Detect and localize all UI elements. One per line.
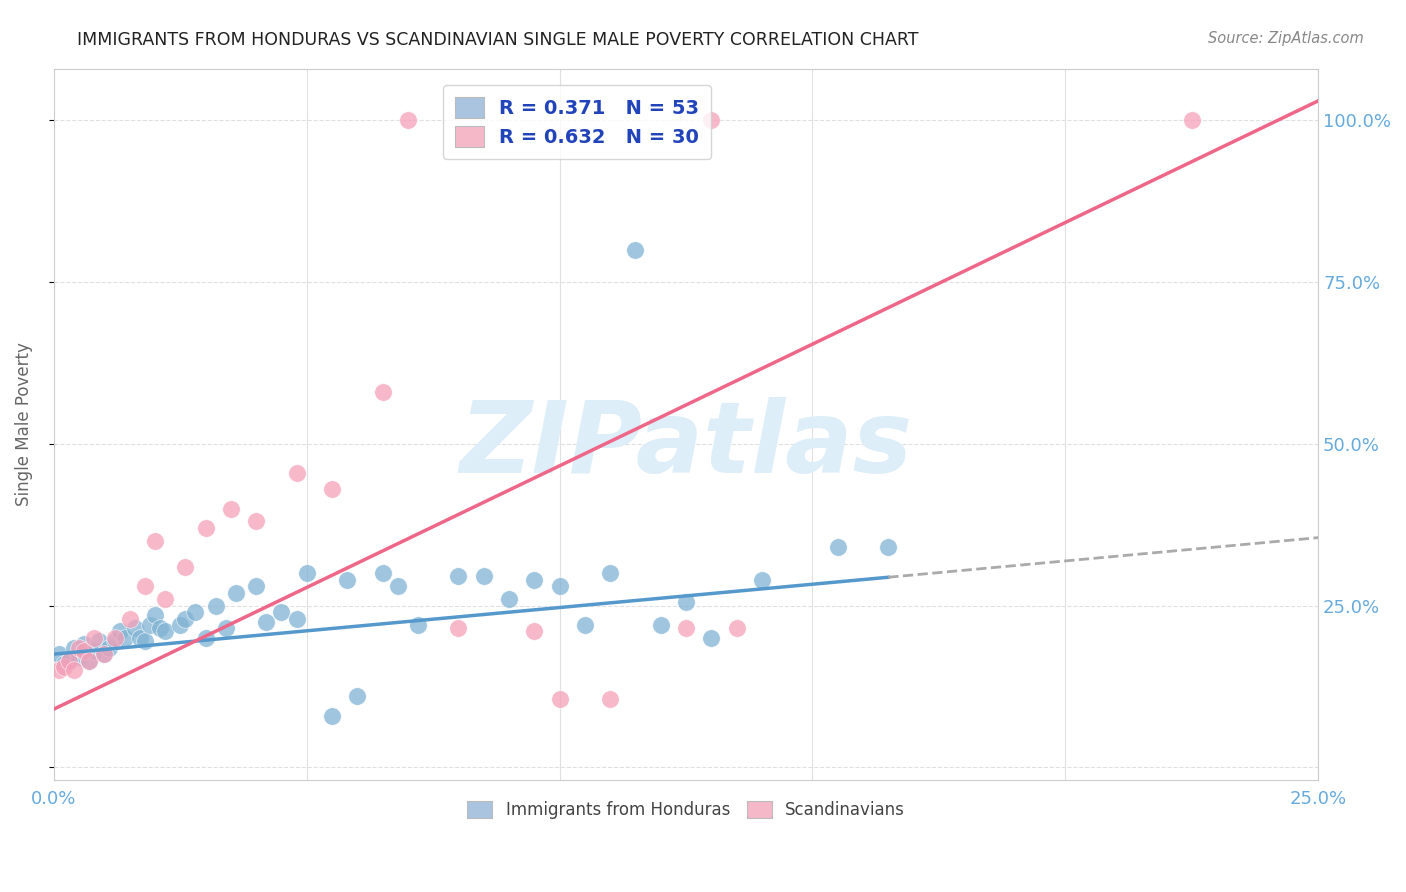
Point (149, 621, 172, 635)
Point (245, 515, 267, 529)
Point (650, 618, 672, 632)
Point (406, 618, 429, 632)
Point (134, 579, 156, 593)
Point (169, 618, 191, 632)
Point (877, 541, 900, 555)
Point (751, 573, 773, 587)
Point (184, 605, 207, 619)
Point (63, 663, 86, 677)
Point (93, 647, 115, 661)
Point (73, 644, 96, 658)
Point (93, 647, 115, 661)
Point (321, 482, 343, 496)
Point (675, 621, 697, 635)
Point (1181, 113, 1204, 128)
Point (143, 533, 166, 548)
Point (295, 566, 318, 581)
Point (225, 585, 247, 599)
Point (270, 605, 292, 619)
Point (153, 592, 176, 607)
Point (523, 573, 546, 587)
Point (67, 640, 90, 655)
Point (58, 654, 80, 668)
Point (321, 708, 343, 723)
Point (103, 631, 125, 645)
Point (472, 569, 495, 583)
Point (624, 243, 647, 257)
Point (73, 637, 96, 651)
Point (254, 615, 277, 629)
Point (124, 621, 146, 635)
Point (523, 624, 546, 639)
Point (153, 624, 176, 639)
Point (204, 599, 226, 613)
Point (498, 592, 520, 607)
Point (67, 650, 90, 665)
Text: IMMIGRANTS FROM HONDURAS VS SCANDINAVIAN SINGLE MALE POVERTY CORRELATION CHART: IMMIGRANTS FROM HONDURAS VS SCANDINAVIAN… (77, 31, 920, 49)
Point (346, 689, 368, 703)
Point (396, 113, 419, 128)
Point (599, 692, 621, 706)
Text: Source: ZipAtlas.com: Source: ZipAtlas.com (1208, 31, 1364, 46)
Point (108, 624, 131, 639)
Point (371, 385, 394, 400)
Point (77, 654, 100, 668)
Point (675, 595, 697, 609)
Point (336, 573, 359, 587)
Point (89, 634, 111, 648)
Point (134, 634, 156, 648)
Point (700, 631, 723, 645)
Point (194, 521, 217, 535)
Point (118, 611, 141, 625)
Point (725, 621, 748, 635)
Point (63, 640, 86, 655)
Point (548, 692, 571, 706)
Point (139, 618, 162, 632)
Point (52, 657, 75, 671)
Point (143, 608, 166, 623)
Point (83, 644, 105, 658)
Point (48, 647, 70, 661)
Point (83, 631, 105, 645)
Point (58, 654, 80, 668)
Point (174, 559, 197, 574)
Point (174, 611, 197, 625)
Point (387, 579, 409, 593)
Point (245, 579, 267, 593)
Point (285, 466, 308, 480)
Point (77, 654, 100, 668)
Point (447, 569, 470, 583)
Point (447, 621, 470, 635)
Point (285, 611, 308, 625)
Point (599, 566, 621, 581)
Point (194, 631, 217, 645)
Point (371, 566, 394, 581)
Point (52, 660, 75, 674)
Legend: Immigrants from Honduras, Scandinavians: Immigrants from Honduras, Scandinavians (461, 794, 911, 825)
Point (548, 579, 571, 593)
Point (219, 501, 242, 516)
Point (574, 618, 596, 632)
Point (98, 640, 121, 655)
Point (103, 634, 125, 648)
Point (128, 631, 150, 645)
Point (700, 113, 723, 128)
Y-axis label: Single Male Poverty: Single Male Poverty (15, 343, 32, 507)
Text: ZIPatlas: ZIPatlas (460, 397, 912, 494)
Point (114, 631, 136, 645)
Point (215, 621, 238, 635)
Point (48, 663, 70, 677)
Point (827, 541, 849, 555)
